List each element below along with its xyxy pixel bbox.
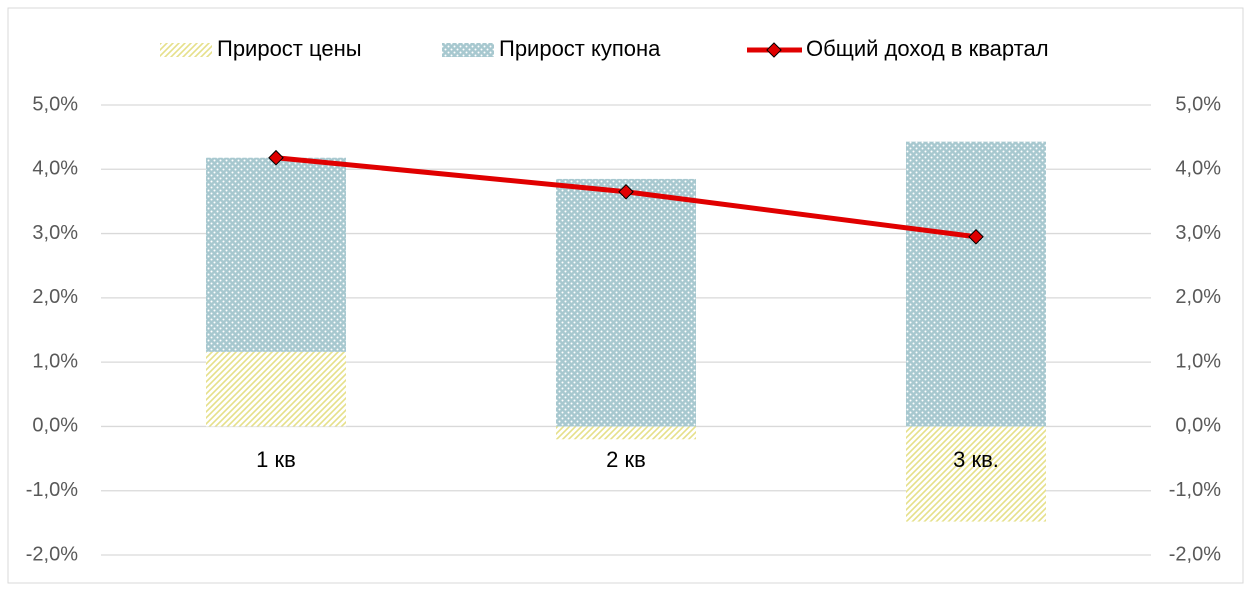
y2-tick-label: 0,0% — [1175, 415, 1221, 437]
y-tick-label: 3,0% — [32, 222, 78, 244]
y2-tick-label: 1,0% — [1175, 350, 1221, 372]
y2-tick-label: 4,0% — [1175, 158, 1221, 180]
legend-label: Общий доход в квартал — [806, 36, 1049, 61]
line-marker — [968, 229, 984, 245]
y-tick-label: 2,0% — [32, 286, 78, 308]
legend-label: Прирост цены — [217, 36, 362, 61]
bar-segment — [906, 141, 1046, 427]
y-tick-label: -1,0% — [26, 479, 78, 501]
bar-segment — [206, 351, 346, 427]
line-marker — [268, 149, 284, 166]
bar-segment — [556, 178, 696, 427]
line-marker — [618, 184, 634, 200]
legend-swatch — [160, 43, 212, 57]
y-tick-label: 4,0% — [32, 158, 78, 180]
y2-tick-label: -1,0% — [1169, 479, 1221, 501]
y-tick-label: -2,0% — [26, 543, 78, 565]
x-tick-label: 3 кв. — [953, 447, 999, 472]
bar-segment — [556, 426, 696, 440]
y-tick-label: 5,0% — [32, 93, 78, 115]
y2-tick-label: 5,0% — [1175, 93, 1221, 115]
y-tick-label: 1,0% — [32, 350, 78, 372]
y2-tick-label: -2,0% — [1169, 543, 1221, 565]
bar-segment — [206, 157, 346, 352]
y2-tick-label: 2,0% — [1175, 286, 1221, 308]
legend-label: Прирост купона — [499, 36, 661, 61]
y-tick-label: 0,0% — [32, 415, 78, 437]
y2-tick-label: 3,0% — [1175, 222, 1221, 244]
legend-swatch — [442, 43, 494, 57]
x-tick-label: 1 кв — [256, 447, 296, 472]
bar-segment — [906, 426, 1046, 522]
x-tick-label: 2 кв — [606, 447, 646, 472]
legend-swatch — [766, 42, 782, 58]
